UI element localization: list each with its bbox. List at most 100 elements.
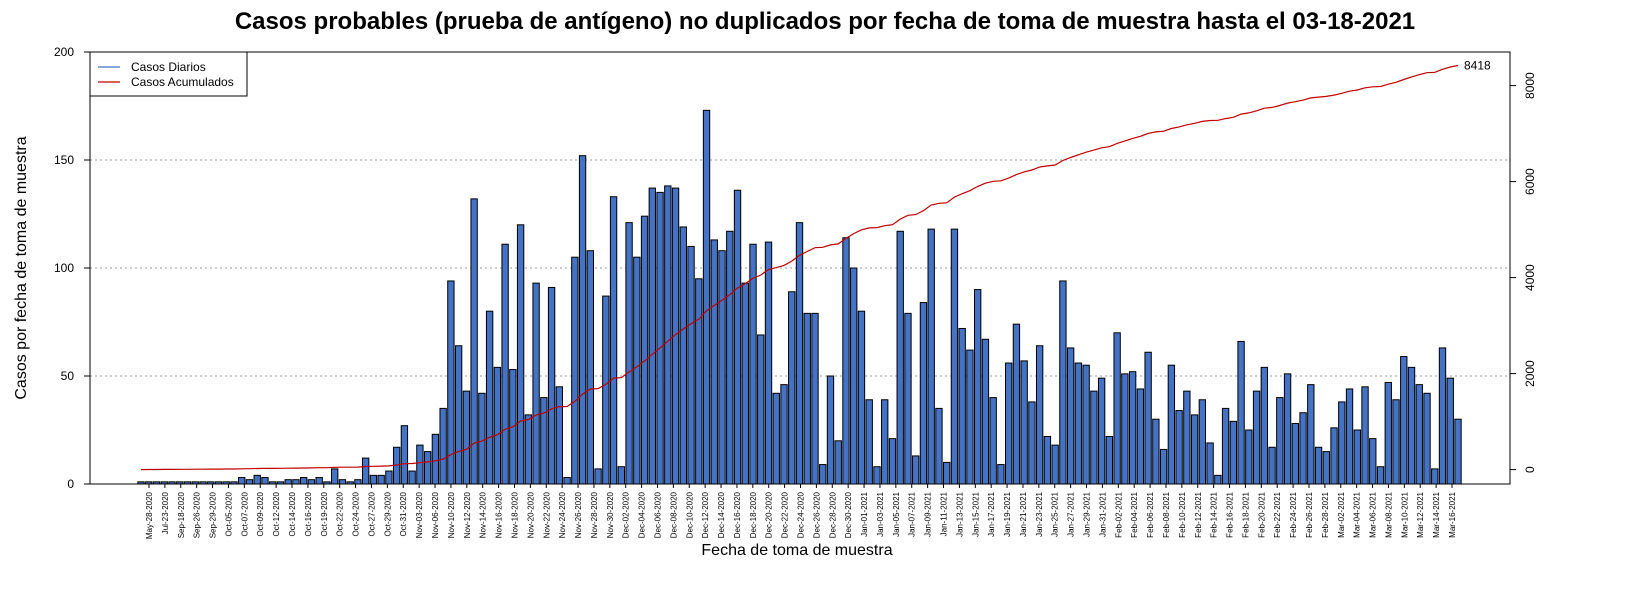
x-tick-label: Dec-10-2020 <box>685 491 694 538</box>
bar <box>811 312 819 485</box>
bar <box>943 461 951 485</box>
x-tick-label: Feb-10-2021 <box>1178 491 1187 537</box>
bar <box>1307 384 1315 485</box>
x-tick-label: Jan-17-2021 <box>987 491 996 536</box>
y2-tick-label: 6000 <box>1523 168 1537 195</box>
bar <box>1020 360 1028 485</box>
x-tick-label: Oct-07-2020 <box>240 491 249 536</box>
bar <box>927 228 935 485</box>
x-tick-label: Nov-14-2020 <box>479 491 488 538</box>
bar <box>695 278 703 485</box>
bar <box>1252 390 1261 485</box>
bar <box>1438 347 1447 485</box>
bar <box>819 464 827 485</box>
x-tick-label: Oct-29-2020 <box>383 491 392 536</box>
bar <box>881 399 889 485</box>
x-tick-label: Oct-16-2020 <box>304 491 313 536</box>
x-tick-label: Nov-28-2020 <box>590 491 599 538</box>
x-tick-label: Dec-18-2020 <box>749 491 758 538</box>
bar <box>904 312 912 485</box>
x-tick-label: Dec-24-2020 <box>797 491 806 538</box>
bar <box>1299 412 1307 485</box>
bar <box>1283 373 1292 485</box>
x-tick-label: Jan-11-2021 <box>940 491 949 536</box>
x-tick-label: Oct-05-2020 <box>224 491 233 536</box>
x-tick-label: Mar-04-2021 <box>1353 491 1362 537</box>
bar <box>578 155 587 485</box>
bar-series <box>137 109 1462 485</box>
bar <box>1407 366 1416 485</box>
y-tick-label: 50 <box>61 369 75 383</box>
x-tick-label: Mar-16-2021 <box>1448 491 1457 537</box>
bar <box>981 338 990 485</box>
x-tick-label: Dec-14-2020 <box>717 491 726 538</box>
bar <box>679 226 687 485</box>
bar <box>470 198 478 485</box>
x-axis: May-28-2020 Jul-23-2020 Sep-18-2020 Sep-26-… <box>145 484 1457 539</box>
x-tick-label: Sep-18-2020 <box>177 491 186 538</box>
bar <box>656 191 664 485</box>
bar <box>803 312 811 485</box>
x-tick-label: Nov-12-2020 <box>463 491 472 538</box>
bar <box>1121 373 1129 485</box>
bar <box>532 282 540 485</box>
bar <box>300 477 308 485</box>
x-tick-label: Jan-15-2021 <box>971 491 980 536</box>
x-tick-label: Jan-01-2021 <box>860 491 869 536</box>
chart-title: Casos probables (prueba de antígeno) no … <box>234 8 1416 35</box>
bar <box>1338 401 1346 485</box>
bar <box>1376 466 1385 485</box>
x-tick-label: Feb-26-2021 <box>1305 491 1314 537</box>
x-tick-label: Mar-02-2021 <box>1337 491 1346 537</box>
bar <box>857 310 866 485</box>
bar <box>625 222 633 485</box>
x-tick-label: Dec-28-2020 <box>828 491 837 538</box>
bar <box>516 224 525 485</box>
x-tick-label: Dec-12-2020 <box>701 491 710 538</box>
bar <box>1043 435 1052 485</box>
x-tick-label: Dec-06-2020 <box>653 491 662 538</box>
bar <box>315 477 323 485</box>
bar <box>966 349 974 485</box>
x-tick-label: Jan-13-2021 <box>955 491 964 536</box>
cumulative-line <box>140 64 1459 471</box>
x-tick-label: Jan-09-2021 <box>924 491 933 536</box>
bar <box>896 230 904 485</box>
y2-tick-label: 8000 <box>1523 72 1537 99</box>
bar <box>586 250 595 485</box>
x-tick-label: Mar-10-2021 <box>1400 491 1409 537</box>
x-tick-label: Nov-26-2020 <box>574 491 583 538</box>
x-tick-label: Nov-30-2020 <box>606 491 615 538</box>
bar <box>454 345 463 485</box>
y-axis-left: 0 50 100 150 200 <box>54 45 90 491</box>
x-tick-label: Sep-29-2020 <box>209 491 218 538</box>
bar <box>1446 377 1454 485</box>
x-tick-label: Jan-23-2021 <box>1035 491 1044 536</box>
x-axis-title: Fecha de toma de muestra <box>701 542 892 559</box>
bar <box>1128 371 1137 485</box>
x-tick-label: Feb-20-2021 <box>1257 491 1266 537</box>
bar <box>958 327 966 485</box>
bar <box>772 392 780 485</box>
bar <box>563 477 571 485</box>
x-tick-label: Oct-09-2020 <box>256 491 265 536</box>
bar <box>400 425 409 485</box>
x-tick-label: Dec-08-2020 <box>669 491 678 538</box>
bar <box>408 470 416 485</box>
x-tick-label: Nov-06-2020 <box>431 491 440 538</box>
bar <box>788 291 796 485</box>
bar <box>1260 366 1268 485</box>
bar <box>1051 444 1059 485</box>
bar <box>989 397 997 485</box>
bar <box>1028 401 1036 485</box>
bar <box>1097 377 1106 485</box>
bar <box>757 334 765 485</box>
bar <box>1082 364 1090 485</box>
x-tick-label: Oct-27-2020 <box>367 491 376 536</box>
x-tick-label: Nov-03-2020 <box>415 491 424 538</box>
bar <box>462 390 471 485</box>
bar <box>710 239 718 485</box>
bar <box>547 286 556 485</box>
bar <box>1314 446 1323 485</box>
